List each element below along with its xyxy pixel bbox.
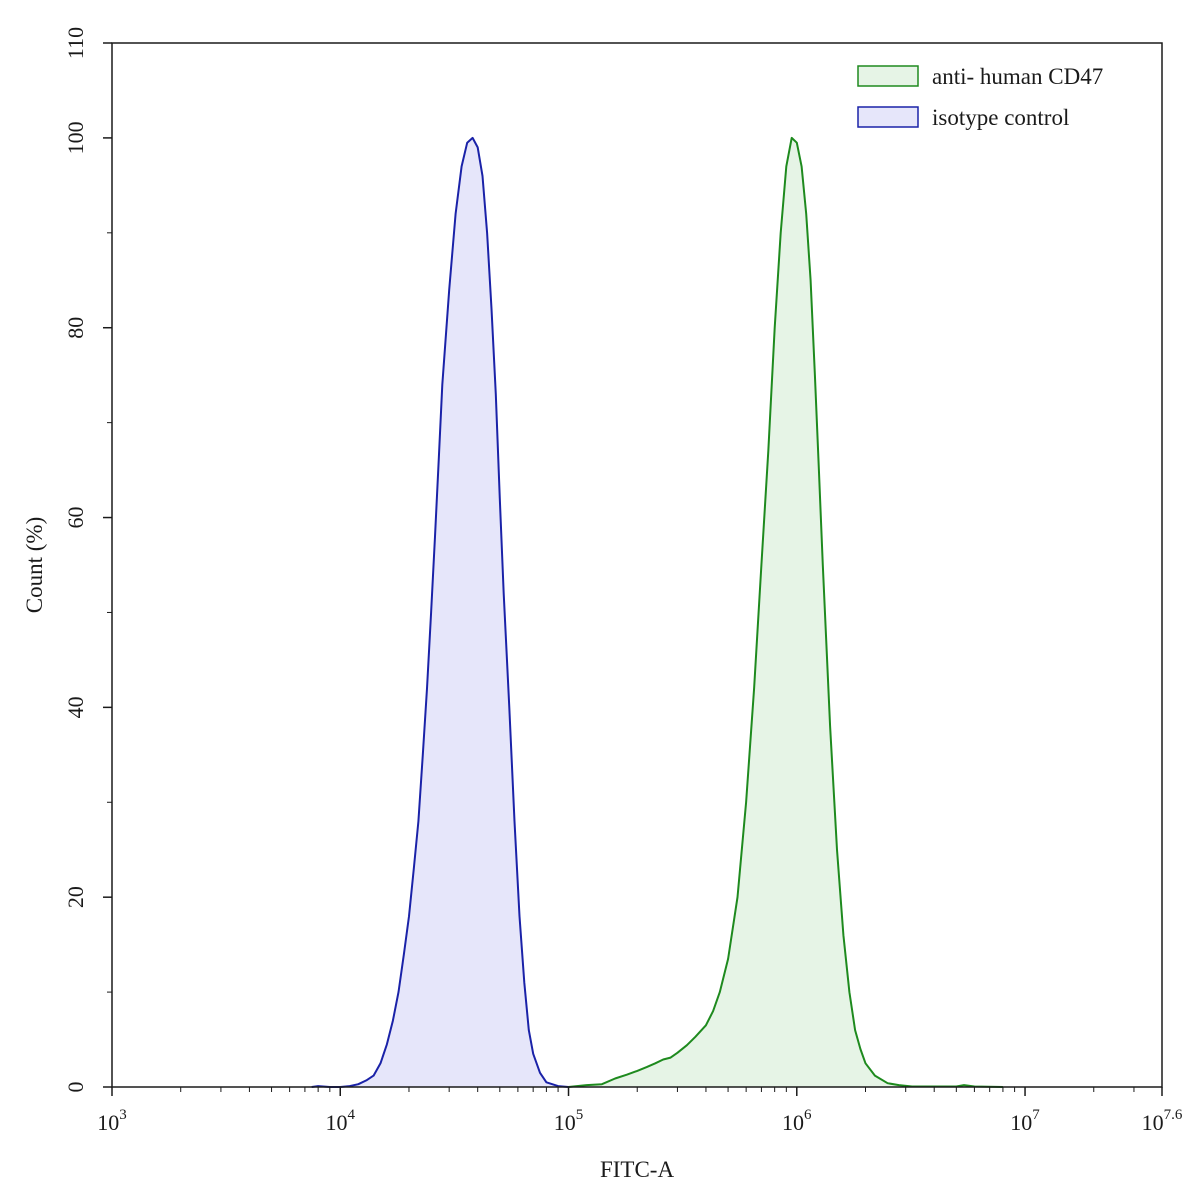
y-tick-label-0: 0: [63, 1082, 88, 1093]
x-tick-label-2: 105: [554, 1107, 584, 1135]
series-line-anti-human-cd47: [568, 136, 1003, 1088]
x-tick-label-3: 106: [782, 1107, 812, 1135]
x-axis-label: FITC-A: [600, 1157, 675, 1182]
x-tick-label-1: 104: [326, 1107, 356, 1135]
legend: anti- human CD47 isotype control: [857, 64, 1103, 130]
x-tick-label-5: 107.6: [1142, 1107, 1183, 1135]
ticks-layer: 103 104 105 106 107 107.6 0 20 40 60 80 100 110: [63, 27, 1183, 1135]
y-tick-label-1: 20: [63, 886, 88, 908]
series-fill-isotype-control: [311, 137, 569, 1087]
series-line-isotype-control: [311, 136, 569, 1088]
y-tick-label-4: 80: [63, 317, 88, 339]
y-tick-label-5: 100: [63, 121, 88, 154]
x-tick-label-0: 103: [97, 1107, 127, 1135]
legend-label-anti-human-cd47: anti- human CD47: [932, 64, 1103, 89]
y-tick-label-6: 110: [63, 27, 88, 59]
legend-label-isotype-control: isotype control: [932, 105, 1069, 130]
y-tick-label-3: 60: [63, 507, 88, 529]
series-fill-anti-human-cd47: [568, 137, 1003, 1087]
y-tick-label-2: 40: [63, 696, 88, 718]
series-layer: [311, 136, 1003, 1088]
x-tick-label-4: 107: [1010, 1107, 1040, 1135]
y-axis-label: Count (%): [22, 517, 47, 613]
legend-swatch-isotype-control: [857, 106, 919, 128]
plot-frame: [111, 42, 1163, 1088]
legend-swatch-anti-human-cd47: [857, 65, 919, 87]
